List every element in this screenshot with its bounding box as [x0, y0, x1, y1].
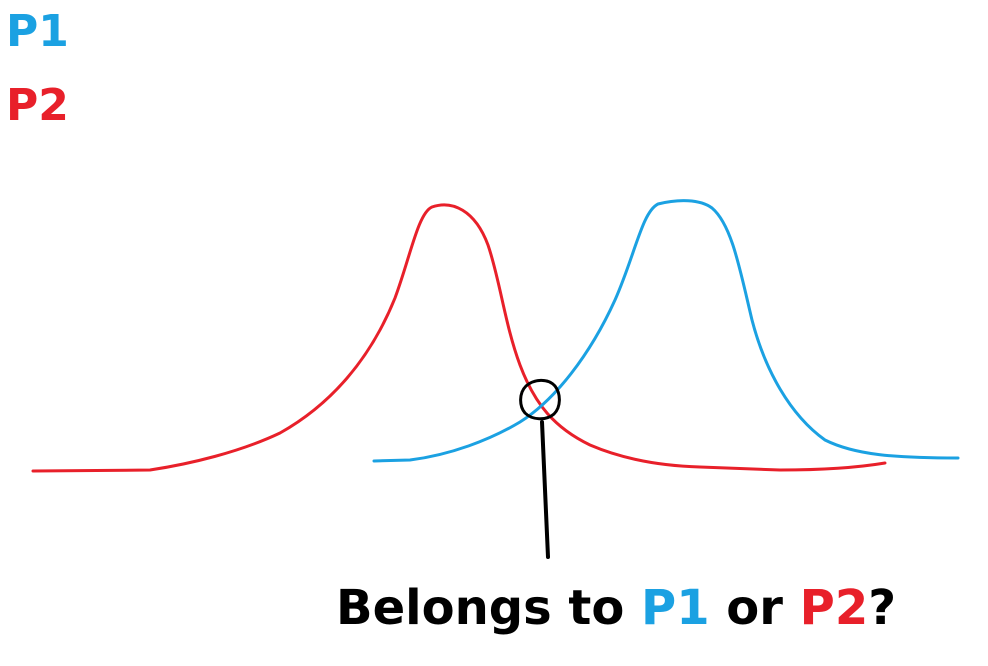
legend-p1-label: P1: [6, 6, 69, 57]
question-prefix: Belongs to: [336, 580, 642, 636]
question-suffix: ?: [868, 580, 897, 636]
intersection-marker-circle: [519, 378, 561, 421]
question-text: Belongs to P1 or P2?: [336, 584, 896, 632]
pointer-line: [540, 420, 550, 559]
p2-distribution-curve: [31, 203, 887, 473]
question-option-p2: P2: [799, 580, 869, 636]
p1-distribution-curve: [372, 199, 960, 463]
question-option-p1: P1: [641, 580, 710, 636]
question-middle: or: [709, 580, 800, 636]
legend-p2-label: P2: [6, 80, 69, 131]
